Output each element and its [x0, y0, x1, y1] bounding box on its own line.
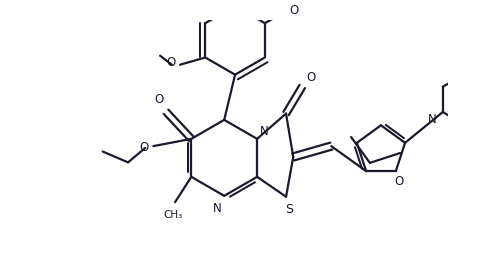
Text: N: N — [260, 125, 269, 138]
Text: S: S — [285, 203, 293, 216]
Text: CH₃: CH₃ — [164, 210, 183, 220]
Text: O: O — [154, 93, 163, 106]
Text: N: N — [213, 202, 221, 215]
Text: N: N — [428, 113, 437, 126]
Text: O: O — [289, 4, 298, 17]
Text: O: O — [166, 56, 176, 69]
Text: O: O — [394, 176, 403, 188]
Text: O: O — [140, 141, 149, 154]
Text: O: O — [307, 71, 316, 84]
